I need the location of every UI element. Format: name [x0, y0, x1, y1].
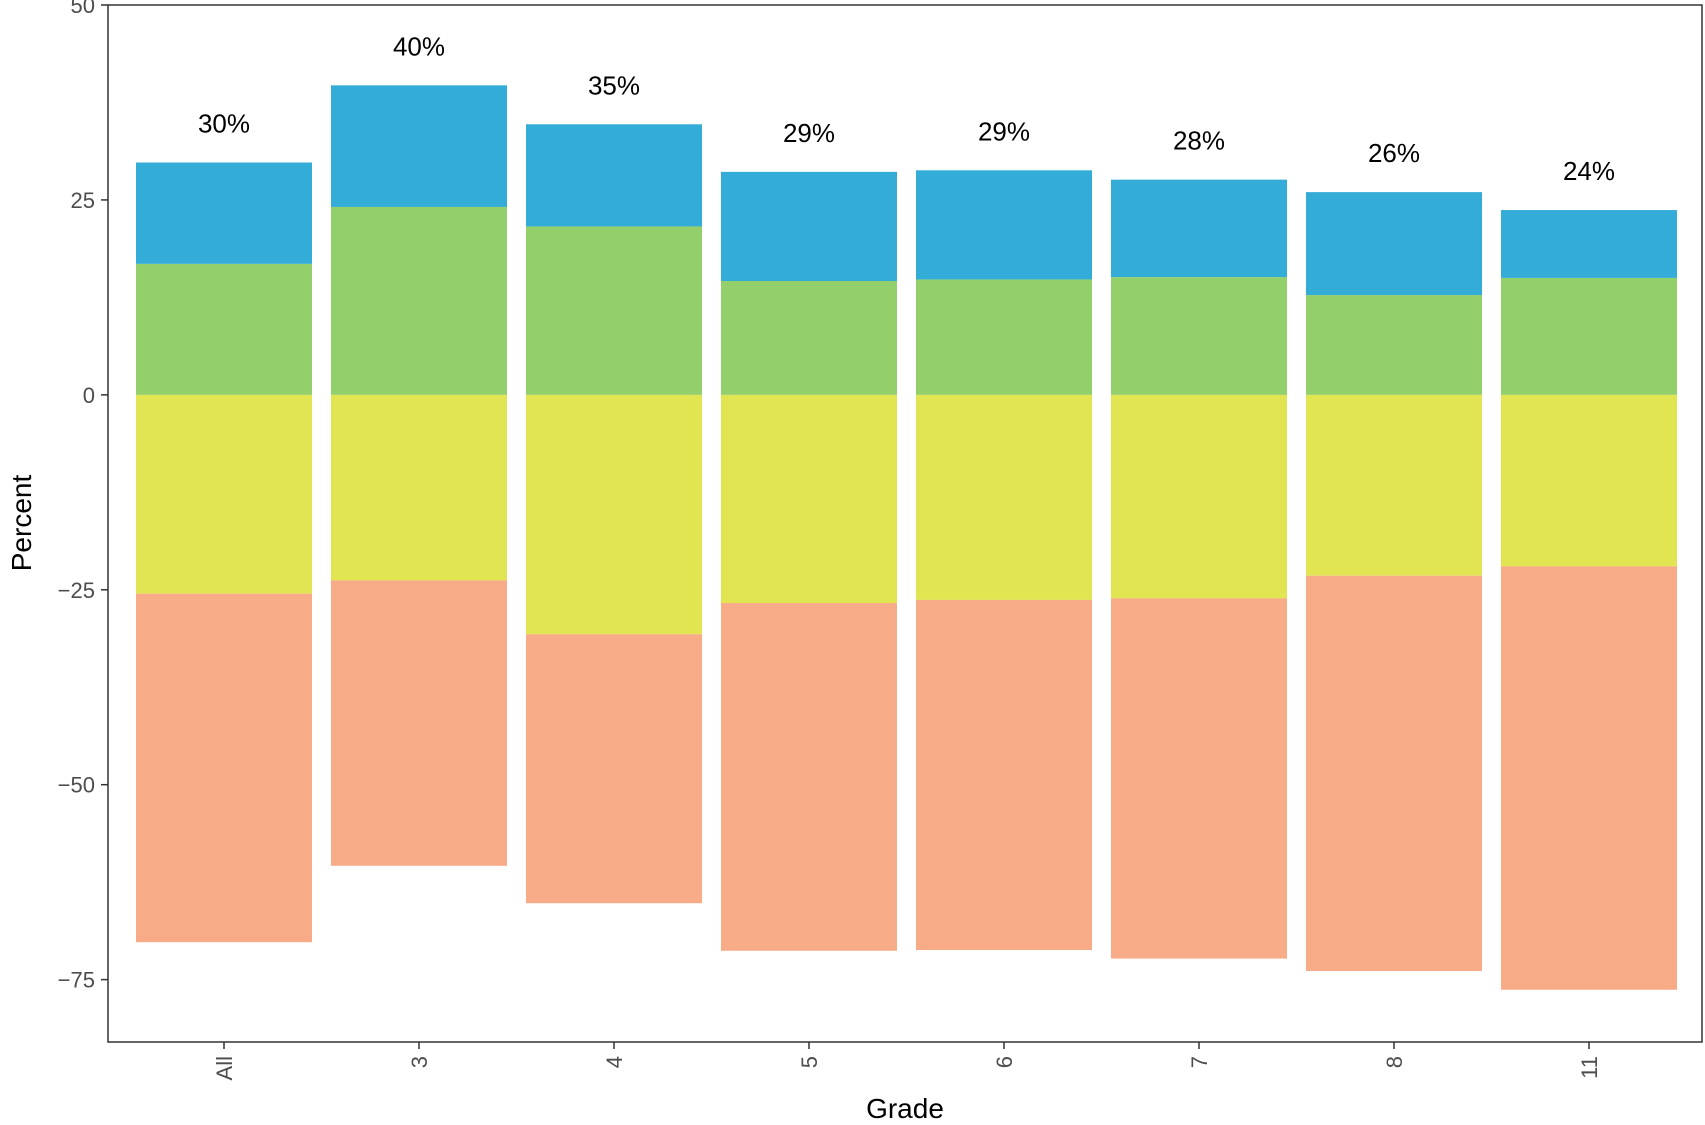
y-tick-label: 0: [83, 383, 95, 408]
bar-segment-All-0: [136, 593, 312, 943]
y-tick-label: −75: [58, 968, 95, 993]
x-tick-label: 8: [1382, 1056, 1407, 1068]
x-tick-label: All: [212, 1056, 237, 1080]
bar-label-7: 28%: [1173, 126, 1225, 156]
bar-label-All: 30%: [198, 108, 250, 138]
bar-segment-7-0: [1111, 598, 1287, 959]
bar-label-3: 40%: [393, 31, 445, 61]
bar-segment-3-2: [331, 206, 507, 395]
bar-label-6: 29%: [978, 116, 1030, 146]
bar-segment-11-0: [1501, 566, 1677, 990]
bar-segment-All-1: [136, 394, 312, 594]
bar-segment-4-3: [526, 124, 702, 227]
bar-segment-5-3: [721, 171, 897, 282]
x-tick-label: 4: [602, 1056, 627, 1068]
plot-panel-border: [107, 4, 1703, 1043]
bar-segment-11-1: [1501, 394, 1677, 567]
bars-layer: [136, 85, 1677, 990]
bar-segment-5-0: [721, 603, 897, 951]
bar-segment-3-0: [331, 580, 507, 866]
bar-segment-8-1: [1306, 394, 1482, 576]
bar-segment-6-1: [916, 394, 1092, 600]
x-tick-label: 3: [407, 1056, 432, 1068]
y-axis: 50 25 0 −25 −50 −75: [58, 0, 108, 993]
x-axis-title: Grade: [866, 1093, 944, 1124]
bar-segment-11-2: [1501, 277, 1677, 395]
bar-segment-8-2: [1306, 295, 1482, 395]
bar-segment-8-3: [1306, 192, 1482, 296]
bar-segment-All-2: [136, 263, 312, 395]
bar-segment-7-2: [1111, 277, 1287, 395]
y-tick-label: 50: [71, 0, 95, 18]
bar-segment-7-1: [1111, 394, 1287, 599]
bar-segment-4-0: [526, 634, 702, 904]
bar-segment-4-1: [526, 394, 702, 635]
x-tick-label: 11: [1577, 1056, 1602, 1079]
x-tick-label: 6: [992, 1056, 1017, 1068]
bar-segment-3-3: [331, 85, 507, 207]
bar-segment-All-3: [136, 162, 312, 264]
x-axis: All 3 4 5 6 7 8 11: [212, 1042, 1602, 1080]
x-tick-label: 7: [1187, 1056, 1212, 1068]
bar-label-11: 24%: [1563, 156, 1615, 186]
bar-segment-4-2: [526, 226, 702, 395]
bar-segment-6-2: [916, 279, 1092, 395]
bar-segment-6-3: [916, 170, 1092, 280]
y-tick-label: −25: [58, 578, 95, 603]
y-tick-label: 25: [71, 188, 95, 213]
bar-labels-layer: 30% 40% 35% 29% 29% 28% 26% 24%: [198, 31, 1615, 186]
bar-segment-7-3: [1111, 179, 1287, 278]
bar-segment-5-2: [721, 281, 897, 395]
bar-segment-5-1: [721, 394, 897, 604]
bar-label-5: 29%: [783, 118, 835, 148]
bar-segment-8-0: [1306, 575, 1482, 972]
bar-label-8: 26%: [1368, 138, 1420, 168]
y-tick-label: −50: [58, 773, 95, 798]
bar-segment-6-0: [916, 599, 1092, 950]
bar-label-4: 35%: [588, 70, 640, 100]
x-tick-label: 5: [797, 1056, 822, 1068]
y-axis-title: Percent: [6, 475, 37, 572]
bar-segment-11-3: [1501, 210, 1677, 278]
bar-segment-3-1: [331, 394, 507, 581]
